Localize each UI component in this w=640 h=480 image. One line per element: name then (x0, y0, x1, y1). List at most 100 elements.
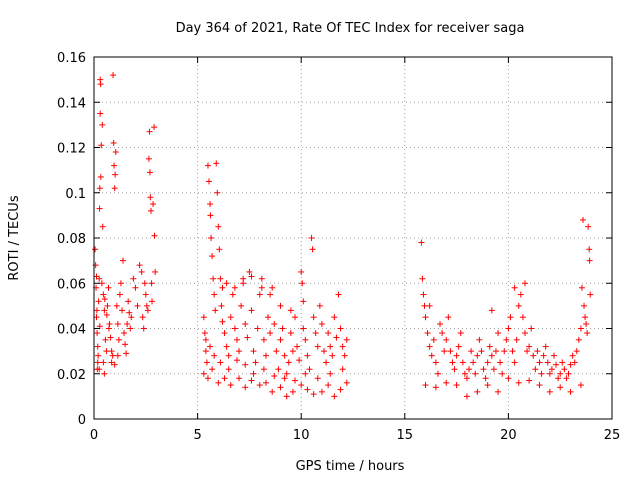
data-point (212, 307, 219, 314)
data-point (327, 370, 334, 377)
data-point (439, 330, 446, 337)
data-point (214, 189, 221, 196)
data-point (495, 388, 502, 395)
data-point (277, 336, 284, 343)
x-tick-label: 0 (90, 428, 98, 443)
data-point (121, 330, 128, 337)
x-tick-label: 15 (397, 428, 414, 443)
data-point (139, 314, 146, 321)
data-point (120, 257, 127, 264)
data-point (123, 350, 130, 357)
data-point (130, 275, 137, 282)
data-point (546, 388, 553, 395)
data-point (497, 359, 504, 366)
data-point (573, 348, 580, 355)
data-point (250, 348, 257, 355)
data-point (256, 291, 263, 298)
data-point (312, 330, 319, 337)
data-point (563, 375, 570, 382)
data-point (244, 334, 251, 341)
data-point (256, 382, 263, 389)
data-point (314, 343, 321, 350)
x-tick-label: 5 (193, 428, 201, 443)
data-point (426, 343, 433, 350)
data-point (499, 370, 506, 377)
data-point (490, 366, 497, 373)
y-tick-label: 0 (78, 413, 86, 428)
data-point (254, 325, 261, 332)
data-point (216, 246, 223, 253)
data-point (209, 366, 216, 373)
data-point (112, 171, 119, 178)
data-point (204, 162, 211, 169)
data-point (248, 273, 255, 280)
data-point (287, 330, 294, 337)
y-tick-label: 0.02 (57, 368, 86, 383)
data-point (225, 366, 232, 373)
data-point (151, 124, 158, 131)
data-point (492, 348, 499, 355)
data-point (461, 370, 468, 377)
data-point (217, 359, 224, 366)
data-point (250, 370, 257, 377)
data-point (511, 359, 518, 366)
y-tick-label: 0.16 (57, 51, 86, 66)
data-point (248, 377, 255, 384)
x-tick-label: 10 (293, 428, 310, 443)
data-point (219, 318, 226, 325)
data-point (561, 366, 568, 373)
data-point (331, 314, 338, 321)
data-point (296, 357, 303, 364)
data-point (544, 359, 551, 366)
data-point (457, 330, 464, 337)
data-point (325, 330, 332, 337)
data-point (215, 379, 222, 386)
data-point (536, 382, 543, 389)
data-point (124, 320, 131, 327)
data-point (316, 302, 323, 309)
y-tick-labels: 0 0.02 0.04 0.06 0.08 0.1 0.12 0.14 0.16 (57, 51, 86, 428)
data-point (445, 314, 452, 321)
data-point (102, 336, 109, 343)
data-point (96, 205, 103, 212)
data-point (207, 343, 214, 350)
data-point (238, 302, 245, 309)
data-point (201, 330, 208, 337)
data-point (418, 239, 425, 246)
data-point (432, 359, 439, 366)
data-point (101, 307, 108, 314)
data-point (96, 366, 103, 373)
data-point (128, 314, 135, 321)
data-point (110, 139, 117, 146)
data-point (106, 320, 113, 327)
data-point (279, 325, 286, 332)
data-point (420, 291, 427, 298)
data-point (528, 325, 535, 332)
data-point (308, 235, 315, 241)
data-point (100, 359, 107, 366)
data-point (94, 343, 101, 350)
data-point (231, 325, 238, 332)
data-point (151, 232, 158, 239)
data-point (202, 348, 209, 355)
data-point (262, 379, 269, 386)
data-point (585, 223, 592, 230)
data-point (484, 382, 491, 389)
data-point (275, 366, 282, 373)
data-point (578, 284, 585, 291)
data-point (269, 388, 276, 395)
data-point (555, 375, 562, 382)
data-point (325, 382, 332, 389)
data-point (114, 320, 121, 327)
data-point (246, 268, 253, 275)
data-point (441, 348, 448, 355)
data-point (209, 253, 216, 260)
data-point (258, 275, 265, 282)
data-point (540, 352, 547, 359)
data-point (96, 185, 103, 192)
data-point (109, 352, 116, 359)
data-point (113, 302, 120, 309)
data-point (281, 375, 288, 382)
data-point (466, 366, 473, 373)
data-point (521, 280, 528, 287)
